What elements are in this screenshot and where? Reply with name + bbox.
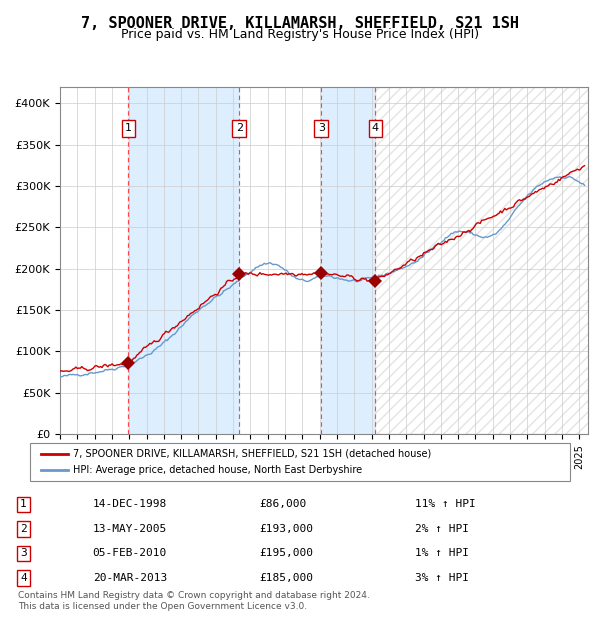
Text: 2: 2 — [236, 123, 243, 133]
Bar — [376, 87, 593, 434]
Text: 3: 3 — [318, 123, 325, 133]
Text: Contains HM Land Registry data © Crown copyright and database right 2024.
This d: Contains HM Land Registry data © Crown c… — [18, 591, 370, 611]
Text: 11% ↑ HPI: 11% ↑ HPI — [415, 499, 476, 509]
Text: 2% ↑ HPI: 2% ↑ HPI — [415, 524, 469, 534]
Text: 1: 1 — [125, 123, 132, 133]
Text: £185,000: £185,000 — [260, 573, 314, 583]
Text: HPI: Average price, detached house, North East Derbyshire: HPI: Average price, detached house, Nort… — [73, 465, 362, 475]
Bar — [321, 87, 376, 434]
Text: 7, SPOONER DRIVE, KILLAMARSH, SHEFFIELD, S21 1SH (detached house): 7, SPOONER DRIVE, KILLAMARSH, SHEFFIELD,… — [73, 449, 431, 459]
Text: 4: 4 — [372, 123, 379, 133]
Text: 4: 4 — [20, 573, 27, 583]
Text: £86,000: £86,000 — [260, 499, 307, 509]
Bar — [376, 87, 593, 434]
Text: 3% ↑ HPI: 3% ↑ HPI — [415, 573, 469, 583]
Text: 14-DEC-1998: 14-DEC-1998 — [92, 499, 167, 509]
Text: 2: 2 — [20, 524, 27, 534]
Text: £193,000: £193,000 — [260, 524, 314, 534]
Text: 3: 3 — [20, 549, 27, 559]
Text: 7, SPOONER DRIVE, KILLAMARSH, SHEFFIELD, S21 1SH: 7, SPOONER DRIVE, KILLAMARSH, SHEFFIELD,… — [81, 16, 519, 30]
Text: 05-FEB-2010: 05-FEB-2010 — [92, 549, 167, 559]
Text: £195,000: £195,000 — [260, 549, 314, 559]
Text: Price paid vs. HM Land Registry's House Price Index (HPI): Price paid vs. HM Land Registry's House … — [121, 28, 479, 41]
Bar — [128, 87, 239, 434]
FancyBboxPatch shape — [30, 443, 570, 480]
Text: 1: 1 — [20, 499, 27, 509]
Text: 13-MAY-2005: 13-MAY-2005 — [92, 524, 167, 534]
Text: 20-MAR-2013: 20-MAR-2013 — [92, 573, 167, 583]
Text: 1% ↑ HPI: 1% ↑ HPI — [415, 549, 469, 559]
